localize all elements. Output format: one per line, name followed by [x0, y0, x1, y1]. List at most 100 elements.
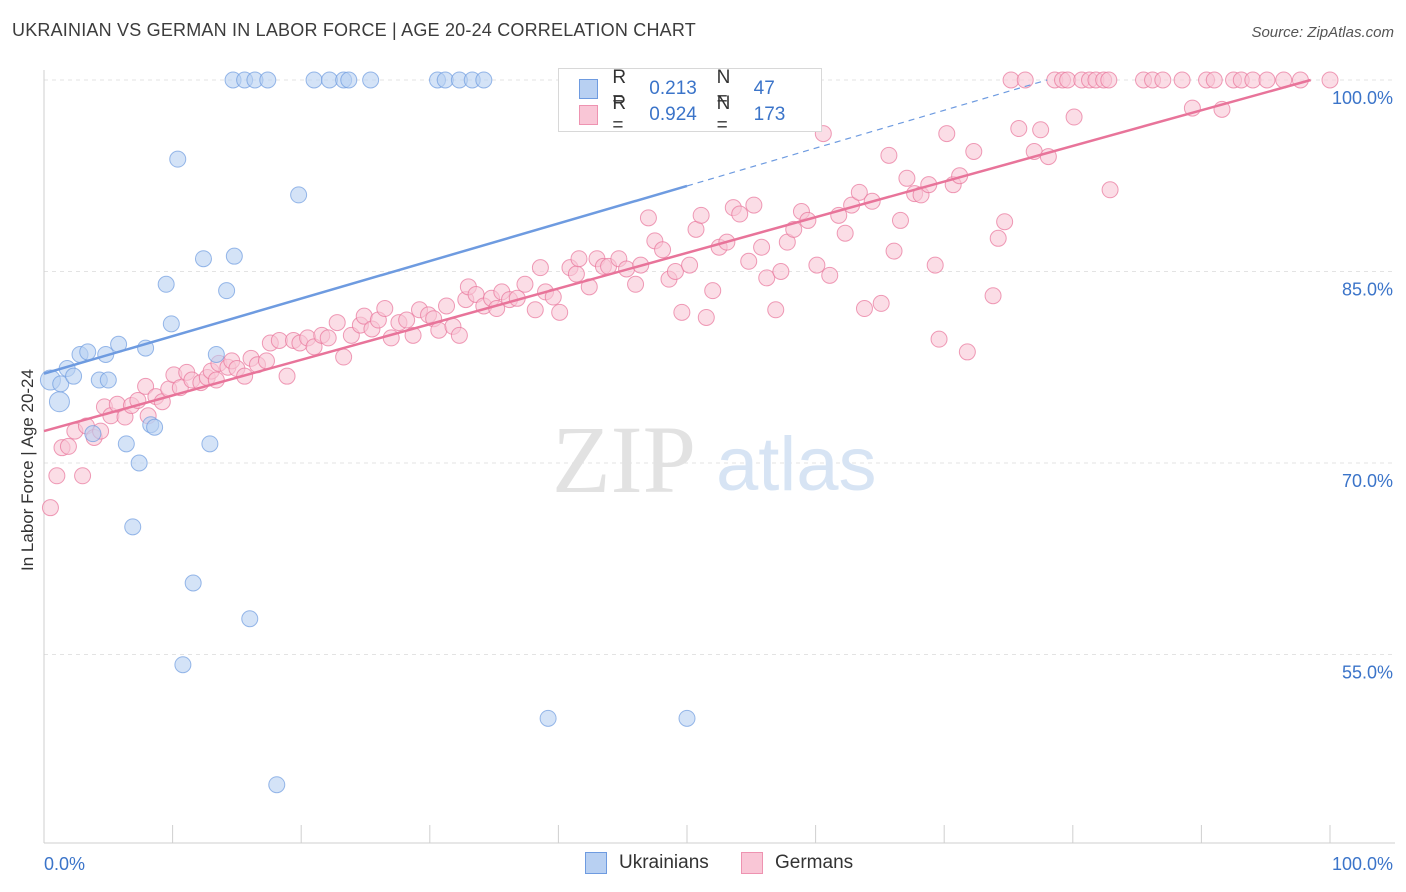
- data-point-germans: [257, 352, 275, 370]
- data-point-ukrainians: [117, 435, 135, 453]
- data-point-germans: [1010, 120, 1028, 138]
- data-point-germans: [767, 301, 785, 319]
- y-axis-label: In Labor Force | Age 20-24: [18, 369, 37, 571]
- data-point-germans: [1154, 71, 1172, 89]
- data-point-ukrainians: [207, 345, 225, 363]
- trend-line-ukrainians: [43, 184, 688, 375]
- data-point-germans: [872, 294, 890, 312]
- data-points: [39, 71, 1339, 794]
- legend-n-label: N =: [716, 93, 731, 136]
- data-point-germans: [898, 169, 916, 187]
- data-point-ukrainians: [157, 275, 175, 293]
- data-point-germans: [740, 252, 758, 270]
- data-point-germans: [328, 314, 346, 332]
- data-point-germans: [681, 256, 699, 274]
- data-point-ukrainians: [79, 343, 97, 361]
- data-point-germans: [551, 303, 569, 321]
- data-point-germans: [48, 467, 66, 485]
- series-legend-germans: Germans: [741, 852, 853, 874]
- data-point-ukrainians: [84, 425, 102, 443]
- data-point-ukrainians: [475, 71, 493, 89]
- legend-r-label: R =: [612, 67, 627, 110]
- data-point-germans: [627, 275, 645, 293]
- data-point-ukrainians: [218, 282, 236, 300]
- data-point-germans: [850, 183, 868, 201]
- data-point-germans: [570, 250, 588, 268]
- data-point-germans: [41, 499, 59, 517]
- data-point-ukrainians: [241, 610, 259, 628]
- legend-n-value: 47: [753, 78, 775, 99]
- source-label: Source: ZipAtlas.com: [1251, 24, 1394, 41]
- data-point-germans: [772, 263, 790, 280]
- data-point-ukrainians: [225, 247, 243, 265]
- tick-labels: 100.0% 85.0% 70.0% 55.0% 0.0% 100.0%: [44, 88, 1393, 874]
- data-point-ukrainians: [678, 709, 696, 727]
- data-point-germans: [996, 213, 1014, 231]
- data-point-germans: [270, 331, 288, 349]
- data-point-germans: [1002, 71, 1020, 89]
- data-point-germans: [639, 209, 657, 227]
- data-point-ukrainians: [52, 375, 70, 393]
- legend-swatch-ukrainians: [579, 79, 599, 99]
- data-point-germans: [965, 142, 983, 160]
- data-point-germans: [1065, 108, 1083, 126]
- legend-swatch-germans: [579, 105, 599, 125]
- data-point-germans: [1205, 71, 1223, 89]
- data-point-germans: [926, 256, 944, 274]
- data-point-germans: [398, 311, 416, 329]
- data-point-germans: [673, 303, 691, 321]
- data-point-germans: [1100, 71, 1118, 89]
- legend-r-label: R =: [612, 93, 627, 136]
- data-point-ukrainians: [146, 418, 164, 436]
- legend-r-value: 0.924: [649, 104, 697, 125]
- data-point-germans: [1016, 71, 1034, 89]
- data-point-ukrainians: [268, 776, 286, 794]
- data-point-germans: [930, 330, 948, 348]
- data-point-germans: [450, 326, 468, 344]
- data-point-germans: [855, 300, 873, 318]
- data-point-ukrainians: [99, 371, 117, 389]
- legend-r-value: 0.213: [649, 78, 697, 99]
- data-point-germans: [753, 238, 771, 256]
- data-point-ukrainians: [174, 656, 192, 674]
- data-point-germans: [692, 206, 710, 224]
- y-tick-label: 100.0%: [1332, 88, 1393, 108]
- data-point-germans: [666, 263, 684, 280]
- legend-row-ukrainians: R = 0.213 N = 47: [579, 67, 821, 110]
- data-point-germans: [335, 348, 353, 366]
- data-point-germans: [758, 269, 776, 287]
- data-point-ukrainians: [184, 574, 202, 592]
- data-point-germans: [404, 326, 422, 344]
- data-point-germans: [319, 329, 337, 347]
- data-point-germans: [808, 256, 826, 274]
- legend-n-label: N =: [716, 67, 731, 110]
- series-label-germans: Germans: [775, 852, 854, 873]
- data-point-germans: [704, 282, 722, 300]
- data-point-germans: [891, 211, 909, 229]
- y-tick-label: 85.0%: [1342, 280, 1393, 300]
- data-point-germans: [1244, 71, 1262, 89]
- data-point-ukrainians: [194, 250, 212, 268]
- data-point-germans: [438, 297, 456, 315]
- data-point-germans: [1059, 71, 1077, 89]
- data-point-germans: [885, 242, 903, 260]
- data-point-ukrainians: [162, 315, 180, 333]
- data-point-germans: [1258, 71, 1276, 89]
- trend-line-germans: [43, 78, 1312, 433]
- series-swatch-ukrainians: [585, 852, 607, 874]
- data-point-germans: [821, 266, 839, 284]
- data-point-germans: [59, 437, 77, 455]
- series-label-ukrainians: Ukrainians: [619, 852, 709, 873]
- x-tick-label: 0.0%: [44, 854, 85, 874]
- data-point-germans: [376, 300, 394, 318]
- data-point-germans: [137, 377, 155, 395]
- trend-extension-ukrainians: [686, 79, 1048, 187]
- data-point-germans: [430, 321, 448, 339]
- data-point-germans: [1032, 121, 1050, 139]
- data-point-ukrainians: [290, 186, 308, 204]
- data-point-germans: [958, 343, 976, 361]
- data-point-germans: [984, 287, 1002, 305]
- data-point-ukrainians: [305, 71, 323, 89]
- trend-lines: [43, 78, 1312, 433]
